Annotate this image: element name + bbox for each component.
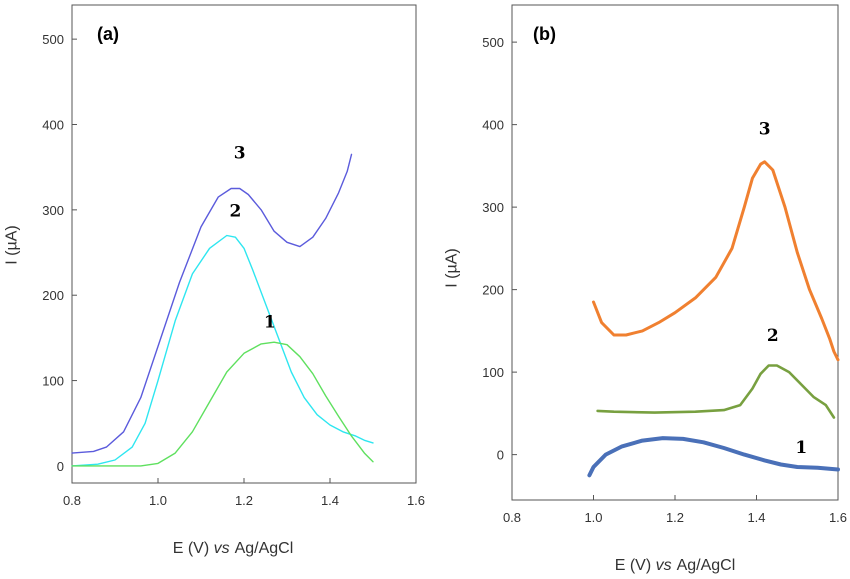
y-tick-label: 100: [42, 374, 64, 389]
x-axis-label-vs: vs: [214, 540, 230, 557]
series-2-label: 2: [229, 202, 241, 222]
series-3-label: 3: [759, 120, 771, 140]
plot-frame: [511, 4, 839, 501]
x-tick-label: 1.2: [235, 493, 253, 508]
y-tick-label: 0: [497, 448, 504, 463]
x-axis-label: E (V) vs Ag/AgCl: [173, 540, 294, 557]
x-tick-label: 1.6: [407, 493, 425, 508]
series-1-line: [587, 436, 840, 478]
series-3-label: 3: [234, 144, 246, 164]
x-tick-label: 1.2: [666, 510, 684, 525]
series-3-line: [592, 160, 840, 362]
series-1-label: 1: [795, 438, 807, 458]
y-tick-label: 0: [57, 459, 64, 474]
panel-b: 0.8 1.0 1.2 1.4 1.6 0 100 200 300 400 500 I (µA) E (…: [444, 4, 847, 574]
y-tick-label: 300: [482, 200, 504, 215]
y-axis-label: I (µA): [4, 225, 21, 264]
series-2-label: 2: [767, 326, 779, 346]
y-tick-label: 500: [42, 32, 64, 47]
x-axis-label-vs: vs: [656, 557, 672, 574]
x-tick-label: 1.0: [149, 493, 167, 508]
y-tick-label: 400: [482, 118, 504, 133]
x-axis-label-suffix: Ag/AgCl: [677, 557, 736, 574]
y-tick-label: 300: [42, 203, 64, 218]
x-axis-label-prefix: E (V): [173, 540, 214, 557]
series-3-line: [71, 153, 353, 454]
panel-label: (b): [533, 24, 556, 44]
series-1-label: 1: [264, 313, 276, 333]
y-tick-label: 400: [42, 118, 64, 133]
x-tick-label: 1.6: [829, 510, 847, 525]
panel-a: 0.8 1.0 1.2 1.4 1.6 0 100 200 300 400 500 I (µA) E (…: [4, 4, 425, 557]
x-axis-label: E (V) vs Ag/AgCl: [615, 557, 736, 574]
y-tick-label: 100: [482, 365, 504, 380]
x-axis-label-suffix: Ag/AgCl: [235, 540, 294, 557]
x-tick-label: 0.8: [63, 493, 81, 508]
x-tick-label: 1.0: [584, 510, 602, 525]
x-tick-label: 1.4: [747, 510, 765, 525]
x-tick-label: 0.8: [503, 510, 521, 525]
y-axis-label: I (µA): [444, 248, 461, 287]
series-2-line: [596, 364, 836, 419]
y-tick-label: 200: [42, 288, 64, 303]
y-tick-label: 200: [482, 283, 504, 298]
panel-label: (a): [97, 24, 119, 44]
x-axis-label-prefix: E (V): [615, 557, 656, 574]
plot-frame: [71, 4, 417, 484]
x-tick-label: 1.4: [321, 493, 339, 508]
series-2-line: [71, 234, 374, 467]
series-1-line: [71, 341, 374, 467]
y-tick-label: 500: [482, 35, 504, 50]
